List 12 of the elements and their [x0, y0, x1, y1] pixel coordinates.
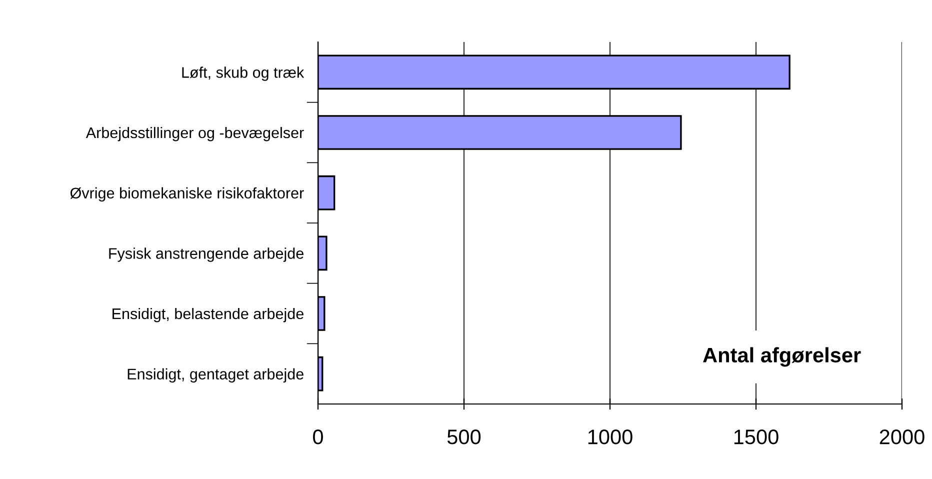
annotation: Antal afgørelser — [703, 347, 861, 367]
x-tick-label: 500 — [447, 430, 481, 444]
y-tick-label: Ensidigt, gentaget arbejde — [128, 368, 304, 383]
x-tick-label: 0 — [313, 430, 323, 444]
x-tick-label: 2000 — [880, 430, 924, 444]
y-tick-label: Fysisk anstrengende arbejde — [109, 248, 304, 262]
x-tick-label: 1500 — [734, 430, 778, 444]
y-tick-label: Løft, skub og træk — [182, 66, 304, 81]
y-tick-label: Øvrige biomekaniske risikofaktorer — [70, 187, 304, 202]
y-tick-label: Ensidigt, belastende arbejde — [112, 308, 304, 322]
x-tick-label: 1000 — [588, 430, 632, 444]
y-tick-label: Arbejdsstillinger og -bevægelser — [86, 126, 304, 142]
